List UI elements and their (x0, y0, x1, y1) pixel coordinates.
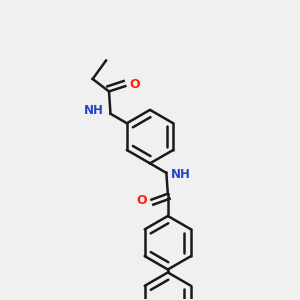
Text: O: O (129, 78, 140, 91)
Text: NH: NH (84, 104, 104, 117)
Text: O: O (137, 194, 147, 207)
Text: NH: NH (170, 168, 190, 181)
